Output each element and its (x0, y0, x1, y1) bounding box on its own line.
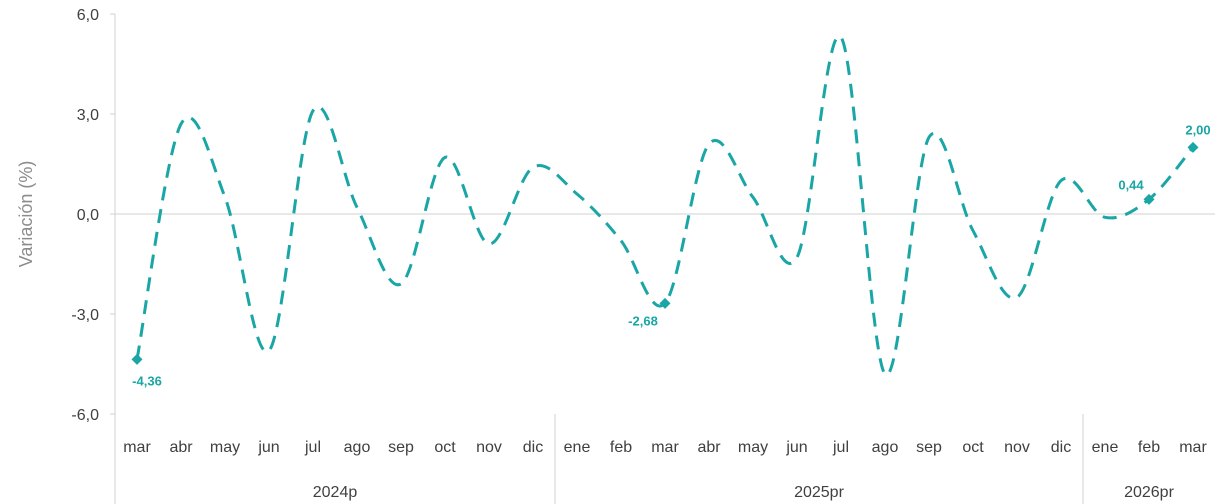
x-tick-label: mar (651, 439, 679, 456)
data-label: 0,44 (1118, 177, 1144, 192)
x-year-label: 2024p (313, 484, 358, 501)
data-point-marker (131, 353, 143, 365)
x-tick-label: mar (1179, 439, 1207, 456)
x-year-label: 2026pr (1124, 484, 1174, 501)
series-layer (135, 34, 1195, 376)
data-point-marker (659, 297, 671, 309)
x-tick-label: oct (962, 439, 984, 456)
x-tick-label: jul (832, 439, 849, 456)
x-tick-label: abr (169, 439, 193, 456)
x-tick-label: mar (123, 439, 151, 456)
x-tick-label: oct (434, 439, 456, 456)
x-tick-label: dic (1051, 439, 1071, 456)
data-label: 2,00 (1185, 122, 1210, 137)
y-tick-label: -3,0 (71, 307, 99, 324)
y-tick-label: 0,0 (77, 207, 99, 224)
x-tick-label: abr (697, 439, 721, 456)
x-tick-label: nov (476, 439, 502, 456)
axes (110, 13, 1215, 504)
x-tick-label: ene (1092, 439, 1119, 456)
data-label: -4,36 (132, 373, 162, 388)
series-line (135, 34, 1195, 376)
y-axis-label: Variación (%) (16, 161, 36, 268)
x-tick-label: may (738, 439, 768, 456)
x-tick-label: jun (785, 439, 807, 456)
markers-layer (131, 141, 1199, 365)
x-tick-label: sep (916, 439, 942, 456)
y-tick-label: 6,0 (77, 7, 99, 24)
y-tick-label: 3,0 (77, 107, 99, 124)
data-labels-layer: -4,36 -2,68 0,44 2,00 (132, 122, 1210, 388)
x-tick-label: ago (344, 439, 371, 456)
x-year-label: 2025pr (794, 484, 844, 501)
x-tick-label: dic (523, 439, 543, 456)
x-tick-label: ago (872, 439, 899, 456)
x-tick-labels: mar abr may jun jul ago sep oct nov dic ene feb mar a… (123, 439, 1207, 501)
data-point-marker (1187, 141, 1199, 153)
x-tick-label: nov (1004, 439, 1030, 456)
data-label: -2,68 (628, 313, 658, 328)
x-tick-label: jul (304, 439, 321, 456)
y-tick-labels: 6,0 3,0 0,0 -3,0 -6,0 (71, 7, 99, 424)
data-point-marker (1143, 193, 1155, 205)
x-tick-label: feb (1138, 439, 1160, 456)
x-tick-label: sep (388, 439, 414, 456)
x-tick-label: jun (257, 439, 279, 456)
x-tick-label: ene (564, 439, 591, 456)
x-tick-label: may (210, 439, 240, 456)
x-tick-label: feb (610, 439, 632, 456)
y-tick-label: -6,0 (71, 407, 99, 424)
